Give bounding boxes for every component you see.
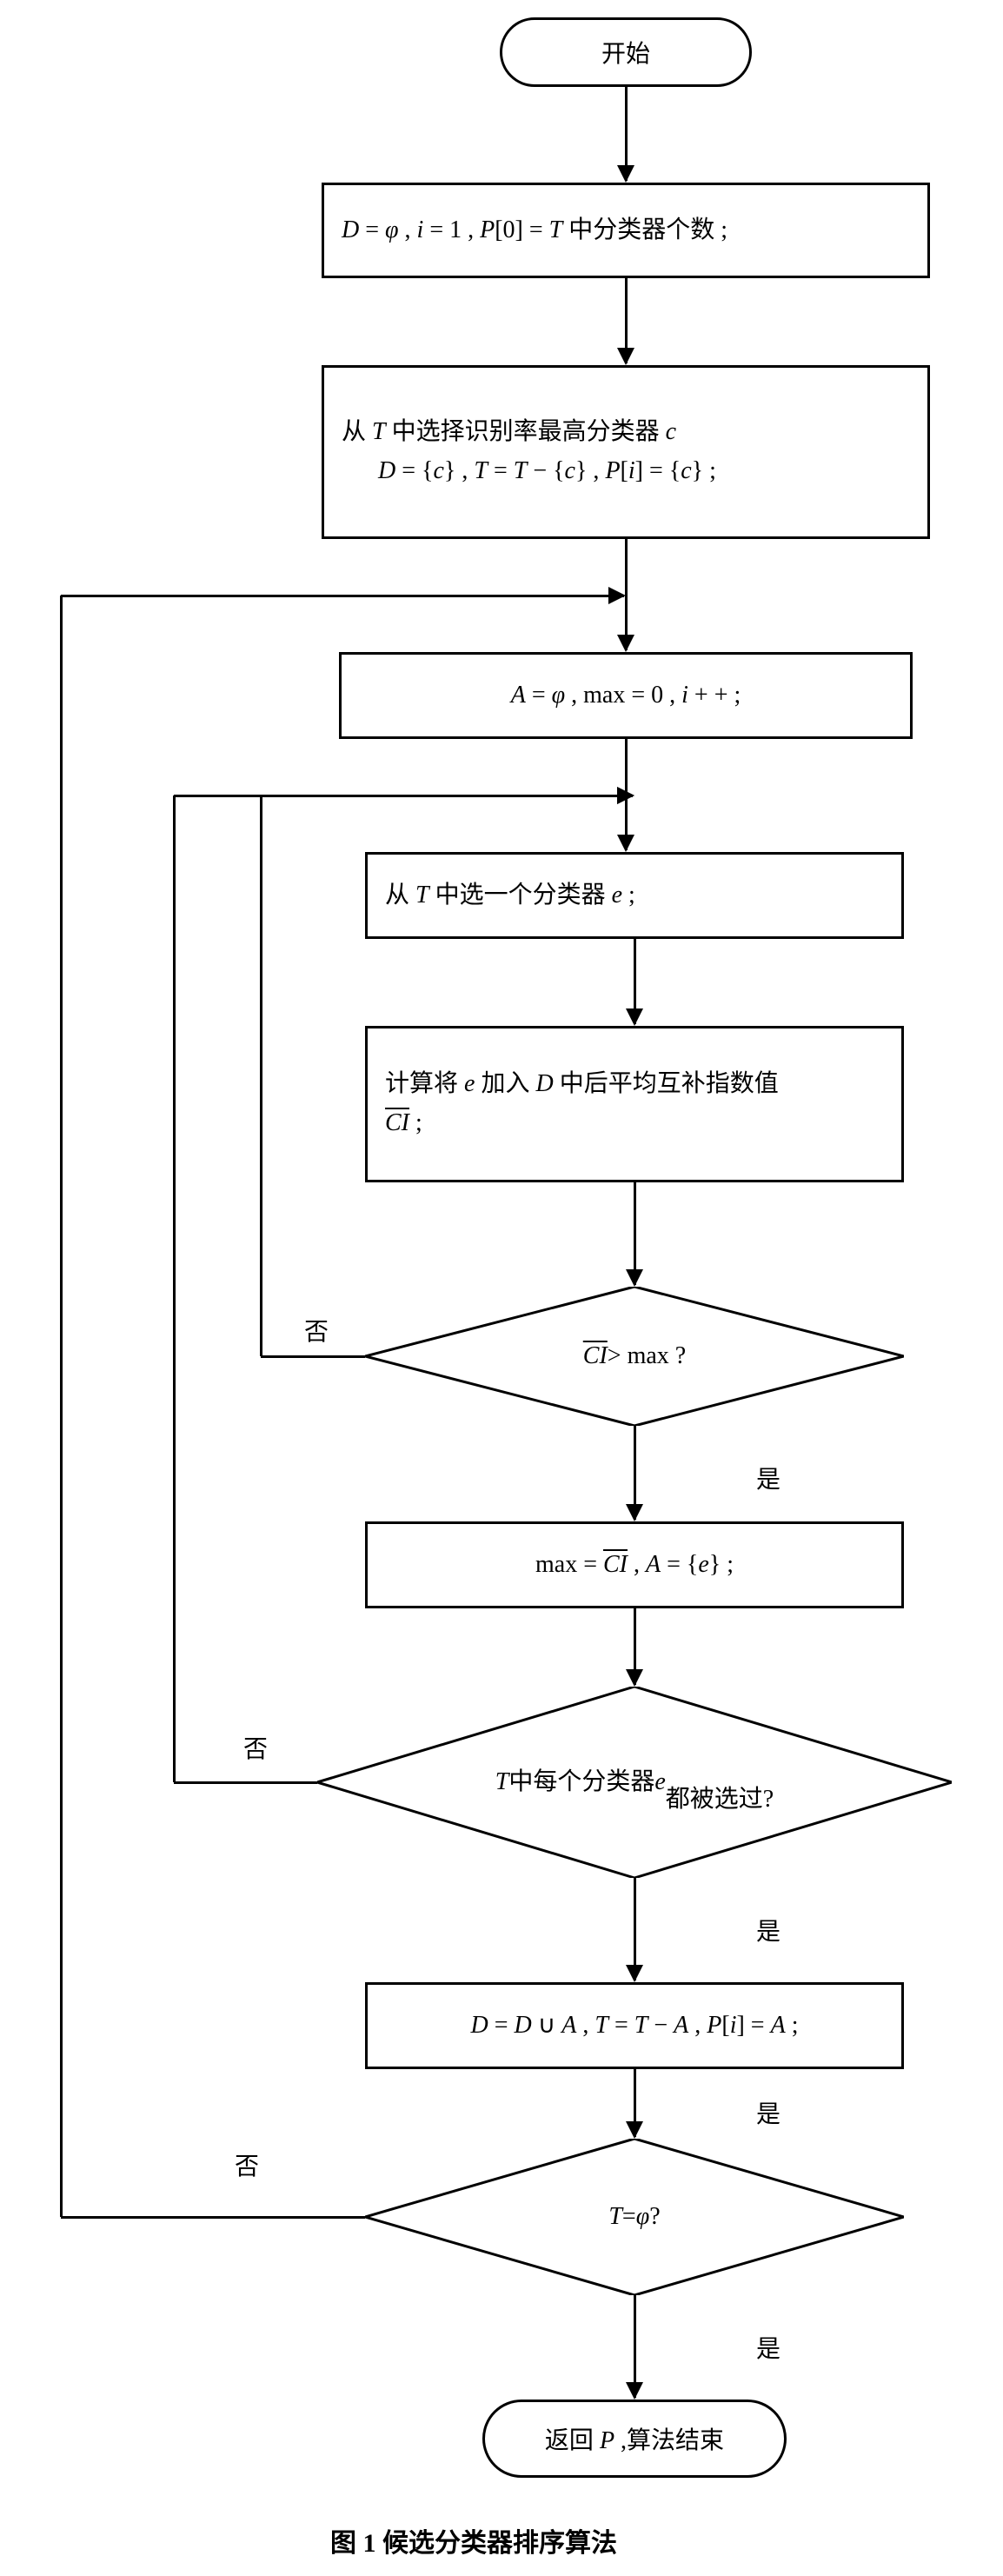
label: A = φ , max = 0 , i + + ; — [342, 668, 910, 724]
node-selectc: 从 T 中选择识别率最高分类器 c D = {c} , T = T − {c} … — [322, 365, 930, 539]
arrowhead-selectc-reset — [617, 635, 634, 652]
arrowhead-calcci-dec1 — [626, 1269, 643, 1287]
label: 从 T 中选一个分类器 e ; — [368, 868, 901, 924]
arrowhead-dec1-setmax — [626, 1504, 643, 1521]
label: D = φ , i = 1 , P[0] = T 中分类器个数 ; — [324, 203, 927, 259]
node-update: D = D ∪ A , T = T − A , P[i] = A ; — [365, 1982, 904, 2069]
loop2-no-h1 — [174, 1781, 317, 1784]
figure-caption: 图 1 候选分类器排序算法 — [330, 2521, 617, 2559]
arrowhead-setmax-dec2 — [626, 1669, 643, 1687]
arrowhead-reset-selecte — [617, 835, 634, 852]
loop2-no-h2 — [174, 795, 633, 797]
node-calcci: 计算将 e 加入 D 中后平均互补指数值CI ; — [365, 1026, 904, 1182]
label-no2: 否 — [243, 1730, 268, 1765]
loop3-no-h2 — [61, 595, 624, 597]
node-end: 返回 P ,算法结束 — [482, 2400, 787, 2478]
label: D = D ∪ A , T = T − A , P[i] = A ; — [368, 1998, 901, 2054]
label: max = CI , A = {e} ; — [368, 1537, 901, 1594]
loop3-no-v — [60, 596, 63, 2217]
label-yes1: 是 — [756, 1461, 780, 1495]
arrowhead-selecte-calcci — [626, 1008, 643, 1026]
loop2-no-v — [173, 795, 176, 1782]
label: CI > max ? — [365, 1287, 904, 1426]
node-setmax: max = CI , A = {e} ; — [365, 1521, 904, 1608]
arrowhead-dec2-update — [626, 1965, 643, 1982]
node-reset: A = φ , max = 0 , i + + ; — [339, 652, 913, 739]
label: T 中每个分类器 e都被选过? — [317, 1687, 952, 1878]
label: 开始 — [601, 35, 650, 70]
label-yes2: 是 — [756, 1913, 780, 1947]
label-yes3: 是 — [756, 2330, 780, 2365]
node-dec1: CI > max ? — [365, 1287, 904, 1426]
node-dec2: T 中每个分类器 e都被选过? — [317, 1687, 952, 1878]
node-start: 开始 — [500, 17, 752, 87]
loop3-no-head — [608, 587, 626, 604]
loop1-no-v — [260, 795, 262, 1356]
label: T = φ ? — [365, 2139, 904, 2295]
loop1-no-h1 — [261, 1355, 365, 1358]
loop3-no-h1 — [61, 2216, 365, 2219]
arrowhead-dec3-end — [626, 2382, 643, 2400]
arrowhead-start-init — [617, 165, 634, 183]
node-init: D = φ , i = 1 , P[0] = T 中分类器个数 ; — [322, 183, 930, 278]
node-selecte: 从 T 中选一个分类器 e ; — [365, 852, 904, 939]
label: 返回 P ,算法结束 — [545, 2421, 724, 2456]
label-no1: 否 — [304, 1313, 329, 1348]
label: 从 T 中选择识别率最高分类器 c D = {c} , T = T − {c} … — [324, 404, 927, 500]
arrowhead-init-selectc — [617, 348, 634, 365]
arrowhead-update-dec3 — [626, 2121, 643, 2139]
label-yes2b: 是 — [756, 2095, 780, 2130]
label: 计算将 e 加入 D 中后平均互补指数值CI ; — [368, 1056, 901, 1152]
label-no3: 否 — [235, 2147, 259, 2182]
loop2-no-head — [617, 787, 634, 804]
node-dec3: T = φ ? — [365, 2139, 904, 2295]
